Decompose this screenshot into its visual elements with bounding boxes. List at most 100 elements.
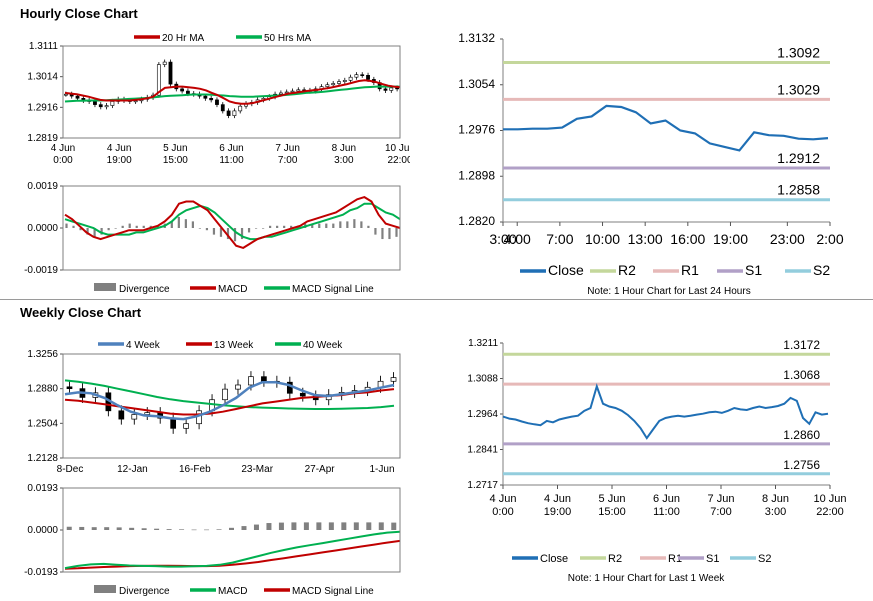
divergence-bar <box>261 228 265 229</box>
divergence-bar <box>240 228 244 240</box>
divergence-bar <box>311 223 314 228</box>
divergence-bar <box>367 225 370 228</box>
xtick-date: 6 Jun <box>653 493 680 505</box>
candle-body <box>248 376 254 386</box>
divergence-bar <box>142 225 145 228</box>
close-line <box>502 383 829 440</box>
hourly-price-chart: 20 Hr MA 50 Hrs MA 1.3111 1.3014 1.2916 1.281… <box>27 33 410 166</box>
xtick-date: 8 Jun <box>762 493 789 505</box>
candle-body <box>238 105 243 112</box>
divergence-bar <box>129 527 135 530</box>
hourly-section-title: Hourly Close Chart <box>20 6 138 21</box>
level-label-s1: 1.2912 <box>777 150 820 166</box>
legend-macd-label: MACD <box>218 284 247 295</box>
level-label-s1: 1.2860 <box>783 428 820 442</box>
hourly-price-xtick-time: 7:00 <box>278 155 298 166</box>
candle-body <box>360 74 365 76</box>
divergence-bar <box>253 524 259 530</box>
candle-body <box>390 377 397 382</box>
xtick-time: 22:00 <box>816 506 844 518</box>
divergence-bar <box>216 529 222 530</box>
hourly_macd-ytick-label: -0.0019 <box>24 265 58 276</box>
hourly-price-xtick-date: 10 Jun <box>385 143 410 154</box>
divergence-bar <box>219 228 223 237</box>
legend-r2-label: R2 <box>608 553 622 565</box>
divergence-bar <box>205 228 209 231</box>
legend-s1-label: S1 <box>706 553 719 565</box>
divergence-bar <box>247 228 251 233</box>
hourly_24h-ytick-label: 1.2820 <box>458 214 495 228</box>
divergence-bar <box>325 223 328 228</box>
candle-body <box>325 84 330 87</box>
xtick-date: 5 Jun <box>599 493 626 505</box>
hourly-price-xtick-time: 3:00 <box>334 155 354 166</box>
legend-50hrs-ma-label: 50 Hrs MA <box>264 33 312 44</box>
weekly-price-ytick-label: 1.3256 <box>27 349 58 360</box>
divergence-bar <box>104 527 110 530</box>
chart-note: Note: 1 Hour Chart for Last 24 Hours <box>587 286 750 297</box>
candle-body <box>296 89 301 92</box>
xtick-time: 11:00 <box>653 506 680 518</box>
divergence-bar <box>303 522 309 530</box>
hourly-price-xtick-date: 5 Jun <box>163 143 187 154</box>
candle-body <box>203 95 208 99</box>
hourly_24h-ytick-label: 1.2898 <box>458 168 495 182</box>
legend-divergence-swatch <box>94 283 116 291</box>
weekly-price-xtick-label: 27-Apr <box>305 464 336 475</box>
hourly_24h-ytick-label: 1.3054 <box>458 77 495 91</box>
xtick-label: 10:00 <box>585 231 620 247</box>
weekly-1w-chart: 1.3211 1.3088 1.2964 1.2841 1.2717 1.3172 1.30… <box>467 338 846 584</box>
divergence-bar <box>100 228 103 235</box>
legend-20hr-ma-label: 20 Hr MA <box>162 33 205 44</box>
legend-s2-label: S2 <box>758 553 771 565</box>
w4-line <box>64 380 395 421</box>
hourly-price-xtick-date: 6 Jun <box>219 143 243 154</box>
candle-body <box>93 101 97 105</box>
divergence-bar <box>291 522 297 530</box>
xtick-time: 15:00 <box>598 506 626 518</box>
candle-body <box>261 376 267 382</box>
divergence-bar <box>116 527 122 530</box>
xtick-time: 3:00 <box>765 506 786 518</box>
candle-body <box>215 99 219 105</box>
divergence-bar <box>66 526 72 530</box>
candle-body <box>354 74 359 78</box>
weekly-price-ytick-label: 1.2880 <box>27 384 58 395</box>
candle-body <box>284 91 289 94</box>
divergence-bar <box>91 527 97 530</box>
hourly_macd-ytick-label: 0.0019 <box>27 181 58 192</box>
hourly-24h-chart: 1.3132 1.3054 1.2976 1.2898 1.2820 1.3092 1.30… <box>458 31 844 297</box>
hourly-price-ytick-label: 1.2916 <box>27 102 58 113</box>
candle-body <box>144 412 151 415</box>
candle-body <box>226 110 231 116</box>
candle-body <box>162 61 167 65</box>
weekly_1w-ytick-label: 1.3088 <box>467 374 498 385</box>
divergence-bar <box>65 223 68 228</box>
legend-divergence-label: Divergence <box>119 284 170 295</box>
divergence-bar <box>177 216 180 228</box>
w40-line <box>64 379 395 410</box>
candle-body <box>342 80 347 82</box>
legend-signal-label: MACD Signal Line <box>292 284 374 295</box>
divergence-bar <box>318 223 321 228</box>
level-label-r2: 1.3092 <box>777 44 820 60</box>
candle-body <box>75 95 80 99</box>
divergence-bar <box>332 223 335 228</box>
divergence-bar <box>204 529 210 531</box>
candle-body <box>366 75 370 80</box>
divergence-bar <box>184 219 187 228</box>
candle-body <box>389 87 394 91</box>
divergence-bar <box>72 225 75 228</box>
divergence-bar <box>381 228 384 240</box>
weekly_1w-ytick-label: 1.2964 <box>467 409 498 420</box>
candle-body <box>278 92 283 95</box>
candle-body <box>180 88 185 92</box>
divergence-bar <box>229 527 234 530</box>
xtick-date: 10 Jun <box>813 493 846 505</box>
hourly-price-xtick-time: 19:00 <box>107 155 132 166</box>
legend-divergence-label: Divergence <box>119 586 170 597</box>
divergence-bar <box>283 225 286 228</box>
xtick-label: 16:00 <box>670 231 705 247</box>
level-label-s2: 1.2858 <box>777 182 820 198</box>
weekly_1w-ytick-label: 1.2717 <box>467 480 498 491</box>
